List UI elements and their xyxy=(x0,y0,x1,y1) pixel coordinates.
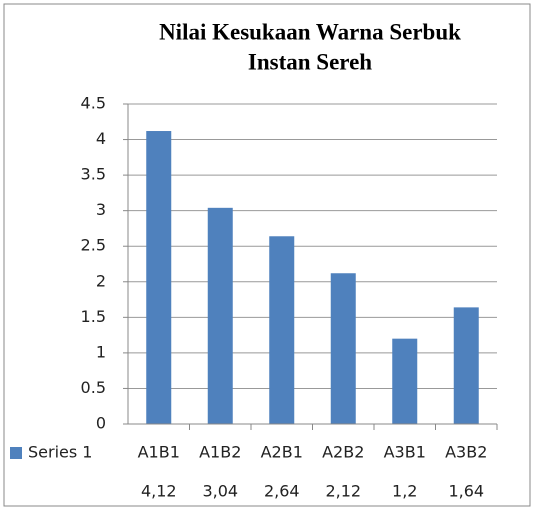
value-label: 4,12 xyxy=(141,482,177,501)
bar xyxy=(453,307,479,424)
x-tick-label: A2B2 xyxy=(322,443,364,462)
y-tick-label: 0.5 xyxy=(81,378,106,397)
x-tick-label: A1B2 xyxy=(199,443,241,462)
chart-frame xyxy=(3,3,531,507)
y-tick-label: 3.5 xyxy=(81,165,106,184)
y-tick-label: 1.5 xyxy=(81,307,106,326)
bar xyxy=(207,207,233,424)
y-tick-label: 4 xyxy=(96,129,106,148)
legend-label: Series 1 xyxy=(28,443,92,462)
y-tick-label: 2 xyxy=(96,271,106,290)
bar xyxy=(269,236,295,424)
bar xyxy=(392,338,418,424)
y-tick-label: 3 xyxy=(96,200,106,219)
x-tick-label: A1B1 xyxy=(138,443,180,462)
chart-title: Instan Sereh xyxy=(248,49,372,74)
value-label: 2,64 xyxy=(264,482,300,501)
x-tick-label: A3B1 xyxy=(384,443,426,462)
y-tick-label: 2.5 xyxy=(81,236,106,255)
value-label: 1,2 xyxy=(392,482,417,501)
chart-title: Nilai Kesukaan Warna Serbuk xyxy=(159,19,461,44)
legend-swatch xyxy=(10,447,22,459)
value-label: 1,64 xyxy=(448,482,484,501)
bar xyxy=(146,131,172,424)
bar xyxy=(330,273,356,424)
value-label: 3,04 xyxy=(202,482,238,501)
y-tick-label: 1 xyxy=(96,342,106,361)
x-tick-label: A3B2 xyxy=(445,443,487,462)
y-tick-label: 0 xyxy=(96,414,106,433)
x-tick-label: A2B1 xyxy=(261,443,303,462)
y-tick-label: 4.5 xyxy=(81,94,106,113)
value-label: 2,12 xyxy=(325,482,361,501)
